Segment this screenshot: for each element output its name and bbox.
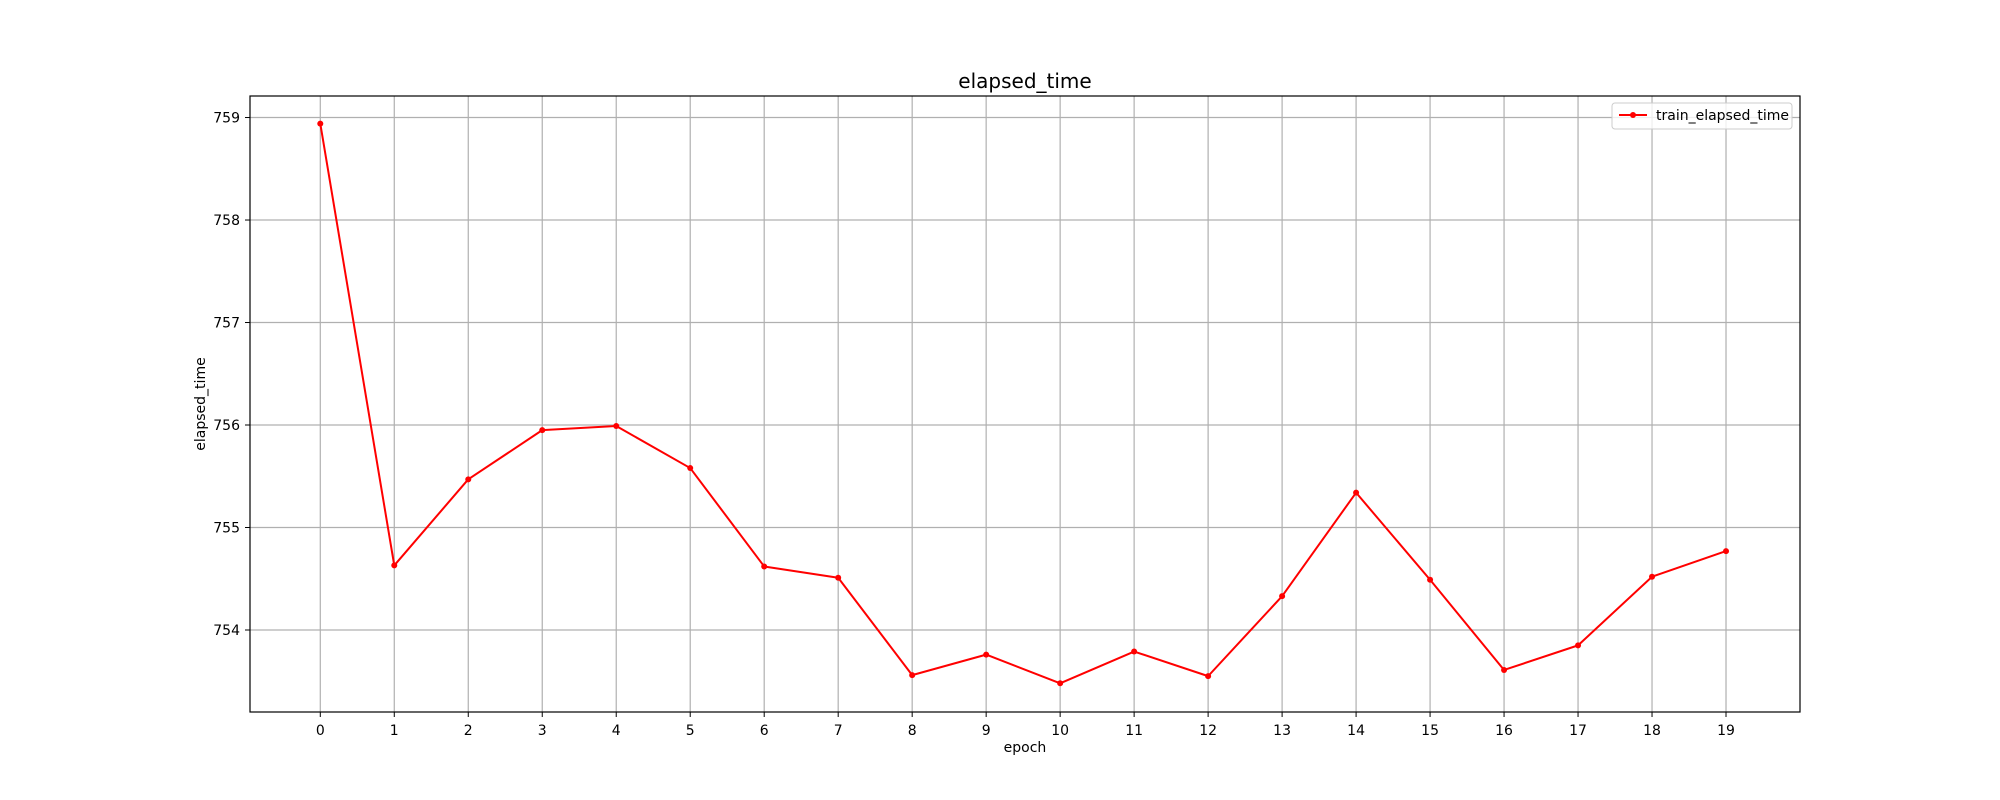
x-tick-label: 9 xyxy=(982,723,991,739)
data-point xyxy=(465,476,472,483)
x-tick-label: 10 xyxy=(1051,723,1069,739)
y-axis-label: elapsed_time xyxy=(193,357,209,450)
data-point xyxy=(613,423,620,430)
x-tick-label: 18 xyxy=(1643,723,1661,739)
x-tick-label: 15 xyxy=(1421,723,1439,739)
plot-area xyxy=(250,96,1800,712)
x-tick-label: 16 xyxy=(1495,723,1513,739)
x-tick-label: 19 xyxy=(1717,723,1735,739)
data-point xyxy=(1353,489,1360,496)
x-tick-label: 12 xyxy=(1199,723,1217,739)
data-point xyxy=(1723,548,1730,555)
series-line xyxy=(319,123,1727,685)
chart-title: elapsed_time xyxy=(958,69,1091,93)
legend: train_elapsed_time xyxy=(1611,102,1793,130)
y-tick-label: 758 xyxy=(213,213,240,229)
y-tick-label: 759 xyxy=(213,111,240,127)
y-tick-label: 754 xyxy=(213,623,240,639)
x-tick-label: 7 xyxy=(834,723,843,739)
data-point xyxy=(1575,642,1582,649)
data-point xyxy=(1501,666,1508,673)
legend-label: train_elapsed_time xyxy=(1656,108,1789,124)
plot-frame xyxy=(249,95,1801,713)
legend-box xyxy=(1611,102,1793,130)
y-axis: 754 755 756 757 758 759 xyxy=(213,111,250,639)
data-point xyxy=(391,562,398,569)
grid xyxy=(250,96,1800,712)
x-tick-label: 6 xyxy=(760,723,769,739)
y-tick-label: 757 xyxy=(213,316,240,332)
x-tick-label: 13 xyxy=(1273,723,1291,739)
data-point xyxy=(687,465,694,472)
x-tick-label: 2 xyxy=(464,723,473,739)
x-tick-label: 17 xyxy=(1569,723,1587,739)
data-point xyxy=(1649,573,1656,580)
data-point xyxy=(835,574,842,581)
y-tick-label: 756 xyxy=(213,418,240,434)
legend-marker-swatch xyxy=(1630,112,1636,118)
data-point xyxy=(1205,673,1212,680)
x-tick-label: 8 xyxy=(908,723,917,739)
data-point xyxy=(1279,593,1286,600)
series-layer xyxy=(317,120,1730,687)
x-axis-label: epoch xyxy=(1004,740,1047,756)
data-point xyxy=(909,672,916,679)
x-axis: 0 1 2 3 4 5 6 7 8 9 10 11 12 13 14 15 16 17 18 19 xyxy=(316,712,1735,739)
data-point xyxy=(1131,648,1138,655)
x-tick-label: 4 xyxy=(612,723,621,739)
data-point xyxy=(1057,680,1064,687)
x-tick-label: 3 xyxy=(538,723,547,739)
x-tick-label: 14 xyxy=(1347,723,1365,739)
data-point xyxy=(1427,576,1434,583)
y-tick-label: 755 xyxy=(213,521,240,537)
x-tick-label: 1 xyxy=(390,723,399,739)
data-point xyxy=(539,427,546,434)
data-point xyxy=(317,120,324,127)
x-tick-label: 11 xyxy=(1125,723,1143,739)
data-point xyxy=(761,563,768,570)
x-tick-label: 5 xyxy=(686,723,695,739)
x-tick-label: 0 xyxy=(316,723,325,739)
data-point xyxy=(983,651,990,658)
